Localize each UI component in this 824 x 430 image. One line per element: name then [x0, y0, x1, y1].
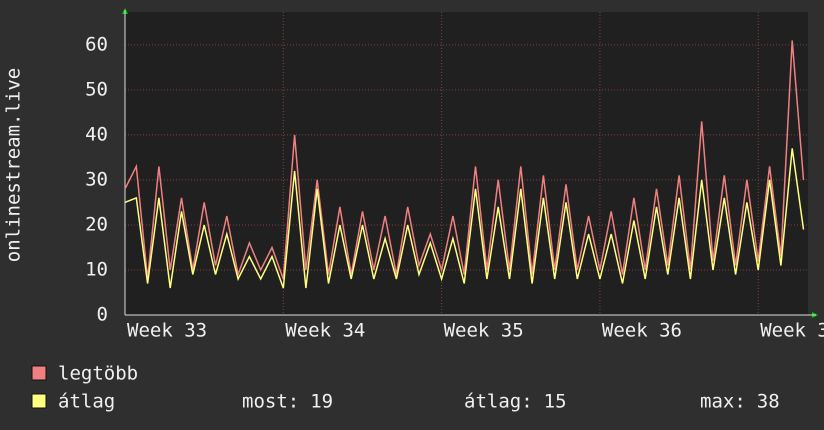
y-tick-label: 20	[85, 213, 108, 235]
y-axis-label: onlinestream.live	[3, 68, 25, 262]
y-tick-label: 60	[85, 33, 108, 55]
stat-value: 15	[544, 391, 567, 413]
x-tick-label: Week 34	[285, 320, 365, 342]
legend-label: átlag	[58, 391, 115, 413]
x-tick-label: Week 35	[444, 320, 524, 342]
legend-label: legtöbb	[58, 363, 138, 385]
series-line	[124, 40, 805, 280]
x-tick-label: Week 36	[602, 320, 682, 342]
stat-label: most:	[242, 391, 299, 413]
stat-value: 19	[310, 391, 333, 413]
y-tick-label: 10	[85, 258, 108, 280]
y-tick-label: 0	[97, 304, 108, 326]
y-tick-label: 30	[85, 168, 108, 190]
stat-label: max:	[700, 391, 746, 413]
series-line	[124, 148, 805, 289]
stat-label: átlag:	[464, 391, 533, 413]
y-tick-label: 50	[85, 78, 108, 100]
legend-swatch	[31, 365, 47, 381]
x-tick-label: Week 37	[760, 320, 824, 342]
stat-value: 38	[757, 391, 780, 413]
x-tick-label: Week 33	[127, 320, 207, 342]
y-tick-label: 40	[85, 123, 108, 145]
legend-swatch	[31, 393, 47, 409]
